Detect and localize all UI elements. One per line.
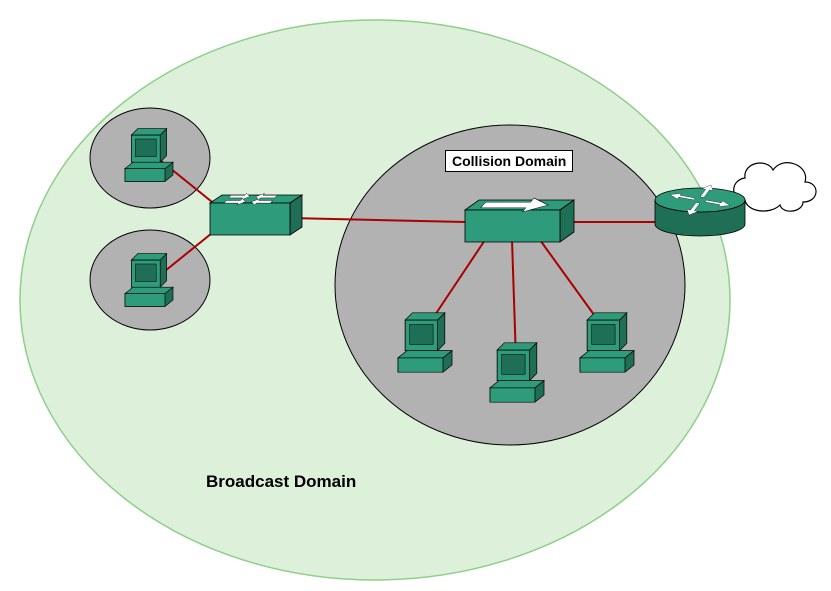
broadcast-domain-label: Broadcast Domain <box>200 470 362 494</box>
computer-icon <box>125 129 173 182</box>
network-diagram <box>0 0 831 591</box>
computer-icon <box>125 254 173 307</box>
switch-icon <box>210 193 302 235</box>
collision-domain-label: Collision Domain <box>445 150 573 172</box>
hub-icon <box>465 198 574 242</box>
cloud-icon <box>734 163 816 212</box>
computer-icon <box>490 343 544 402</box>
router-icon <box>655 184 745 236</box>
computer-icon <box>580 313 634 372</box>
computer-icon <box>398 313 452 372</box>
